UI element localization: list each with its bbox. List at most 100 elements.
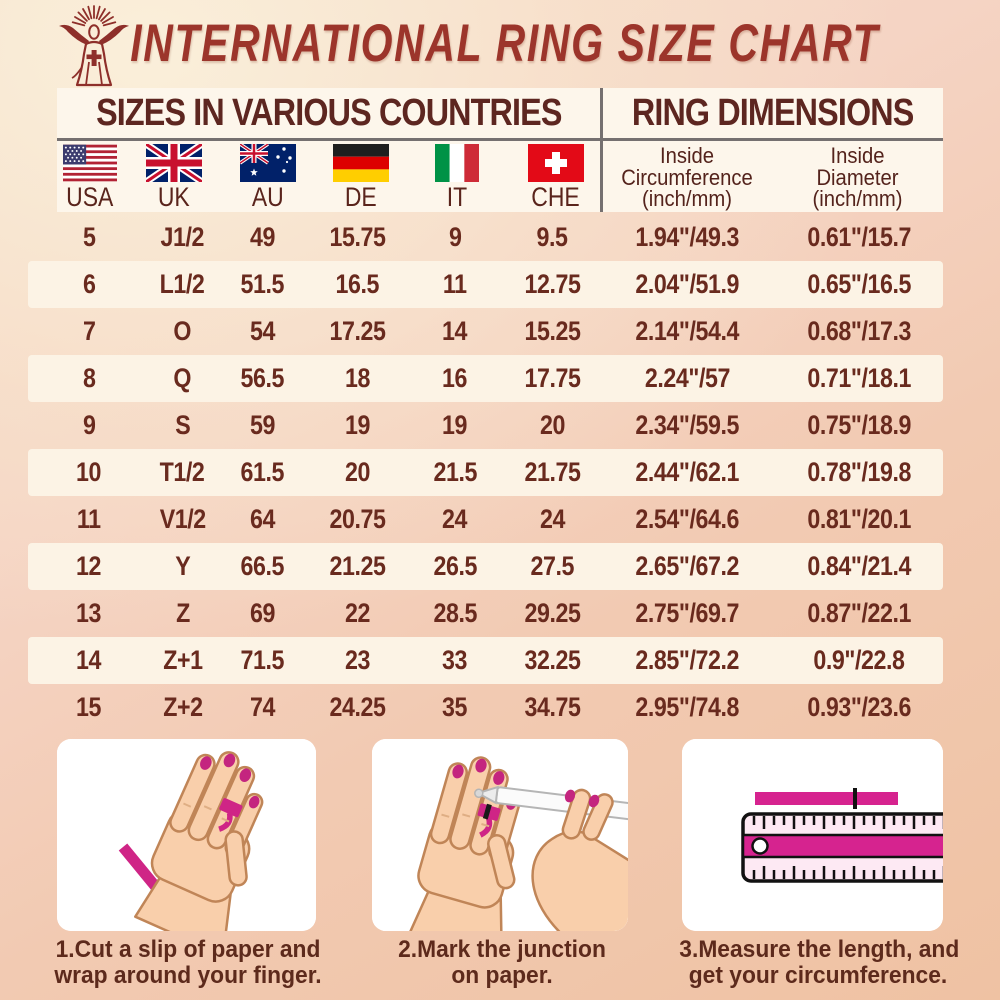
size-cell: 11 xyxy=(77,504,101,534)
size-cell: Q xyxy=(173,363,192,393)
size-cell: 2.54"/64.6 xyxy=(635,504,740,534)
country-label-de: DE xyxy=(345,182,377,212)
size-cell: 33 xyxy=(442,645,468,675)
size-cell: 9 xyxy=(448,222,462,252)
size-cell: 17.25 xyxy=(329,316,386,346)
size-cell: 20.75 xyxy=(329,504,386,534)
table-row: 11 V1/2 64 20.75 24 24 2.54"/64.6 0.81"/20.1 xyxy=(28,496,943,543)
size-cell: 17.75 xyxy=(524,363,581,393)
size-cell: 19 xyxy=(345,410,370,440)
size-table-body: 5 J1/2 49 15.75 9 9.5 1.94"/49.3 0.61"/15.7 6 L1/… xyxy=(28,214,943,731)
vertical-divider xyxy=(600,88,603,212)
size-cell: 32.25 xyxy=(524,645,581,675)
size-cell: 35 xyxy=(442,692,468,722)
size-cell: 11 xyxy=(443,269,467,299)
size-cell: 56.5 xyxy=(240,363,285,393)
step2-illustration-panel xyxy=(372,739,628,931)
ruler-measure-illustration xyxy=(682,739,943,931)
step3-illustration-panel xyxy=(682,739,943,931)
section-title-dimensions: RING DIMENSIONS xyxy=(631,91,914,134)
size-cell: 12.75 xyxy=(524,269,581,299)
size-cell: 2.14"/54.4 xyxy=(635,316,740,346)
size-cell: 9.5 xyxy=(536,222,568,252)
size-cell: Z+2 xyxy=(162,692,203,722)
inside-diameter-header: Inside Diameter (inch/mm) xyxy=(812,143,903,211)
country-label-uk: UK xyxy=(158,182,190,212)
size-cell: 74 xyxy=(250,692,275,722)
table-row: 13 Z 69 22 28.5 29.25 2.75"/69.7 0.87"/22.1 xyxy=(28,590,943,637)
size-cell: 15.25 xyxy=(524,316,581,346)
step2-caption: 2.Mark the junction on paper. xyxy=(398,936,606,989)
size-cell: 21.5 xyxy=(433,457,477,487)
size-cell: 0.61"/15.7 xyxy=(807,222,911,252)
size-cell: 0.68"/17.3 xyxy=(807,316,911,346)
size-cell: 6 xyxy=(82,269,96,299)
size-cell: 16.5 xyxy=(335,269,380,299)
size-cell: 15 xyxy=(76,692,102,722)
size-cell: 8 xyxy=(82,363,96,393)
size-cell: 0.81"/20.1 xyxy=(807,504,911,534)
size-cell: 71.5 xyxy=(240,645,285,675)
uk-flag-icon xyxy=(144,141,204,185)
country-label-usa: USA xyxy=(66,182,114,212)
size-cell: 2.44"/62.1 xyxy=(635,457,740,487)
size-cell: 49 xyxy=(250,222,275,252)
size-cell: 27.5 xyxy=(530,551,575,581)
country-label-che: CHE xyxy=(531,182,581,212)
size-cell: 24 xyxy=(442,504,468,534)
table-row: 8 Q 56.5 18 16 17.75 2.24"/57 0.71"/18.1 xyxy=(28,355,943,402)
size-cell: 10 xyxy=(76,457,102,487)
page-title: INTERNATIONAL RING SIZE CHART xyxy=(130,13,880,73)
inside-circumference-header: Inside Circumference (inch/mm) xyxy=(621,143,753,211)
size-cell: 0.87"/22.1 xyxy=(807,598,911,628)
size-cell: S xyxy=(174,410,191,440)
size-cell: L1/2 xyxy=(160,269,205,299)
size-cell: 2.95"/74.8 xyxy=(635,692,740,722)
table-row: 12 Y 66.5 21.25 26.5 27.5 2.65"/67.2 0.84"/21.4 xyxy=(28,543,943,590)
size-cell: 0.9"/22.8 xyxy=(813,645,905,675)
size-cell: 0.71"/18.1 xyxy=(807,363,911,393)
size-cell: 0.78"/19.8 xyxy=(807,457,911,487)
size-cell: 0.65"/16.5 xyxy=(807,269,911,299)
size-cell: 7 xyxy=(82,316,96,346)
size-cell: Y xyxy=(174,551,191,581)
table-row: 7 O 54 17.25 14 15.25 2.14"/54.4 0.68"/17.3 xyxy=(28,308,943,355)
size-cell: 19 xyxy=(442,410,468,440)
table-row: 15 Z+2 74 24.25 35 34.75 2.95"/74.8 0.93"/23.6 xyxy=(28,684,943,731)
size-cell: 64 xyxy=(250,504,275,534)
cut-paper-illustration xyxy=(57,739,316,931)
italy-flag-icon xyxy=(435,144,479,182)
size-cell: 2.75"/69.7 xyxy=(635,598,740,628)
size-cell: Z+1 xyxy=(162,645,203,675)
table-row: 10 T1/2 61.5 20 21.5 21.75 2.44"/62.1 0.78"/19.… xyxy=(28,449,943,496)
size-cell: 51.5 xyxy=(240,269,285,299)
usa-flag-icon xyxy=(63,144,117,182)
size-cell: 69 xyxy=(250,598,275,628)
size-cell: 20 xyxy=(345,457,370,487)
size-cell: 34.75 xyxy=(524,692,581,722)
mark-junction-illustration xyxy=(372,739,628,931)
size-cell: 24 xyxy=(540,504,565,534)
size-cell: 29.25 xyxy=(524,598,581,628)
size-cell: 23 xyxy=(345,645,370,675)
size-cell: 2.24"/57 xyxy=(644,363,731,393)
size-cell: O xyxy=(173,316,192,346)
size-cell: 1.94"/49.3 xyxy=(635,222,740,252)
size-cell: 2.65"/67.2 xyxy=(635,551,740,581)
switzerland-flag-icon xyxy=(528,144,584,182)
table-row: 9 S 59 19 19 20 2.34"/59.5 0.75"/18.9 xyxy=(28,402,943,449)
size-cell: 0.75"/18.9 xyxy=(807,410,911,440)
table-row: 14 Z+1 71.5 23 33 32.25 2.85"/72.2 0.9"/22.8 xyxy=(28,637,943,684)
size-cell: 13 xyxy=(76,598,102,628)
step1-caption: 1.Cut a slip of paper and wrap around you… xyxy=(54,936,322,989)
size-cell: 2.04"/51.9 xyxy=(635,269,740,299)
size-cell: 21.75 xyxy=(524,457,581,487)
section-title-countries: SIZES IN VARIOUS COUNTRIES xyxy=(95,91,562,134)
table-header: SIZES IN VARIOUS COUNTRIES RING DIMENSIO… xyxy=(57,88,943,212)
australia-flag-icon xyxy=(239,142,296,182)
step3-caption: 3.Measure the length, and get your circum… xyxy=(679,936,960,989)
jesus-logo-icon xyxy=(59,5,129,87)
germany-flag-icon xyxy=(333,144,389,182)
size-cell: 21.25 xyxy=(329,551,386,581)
